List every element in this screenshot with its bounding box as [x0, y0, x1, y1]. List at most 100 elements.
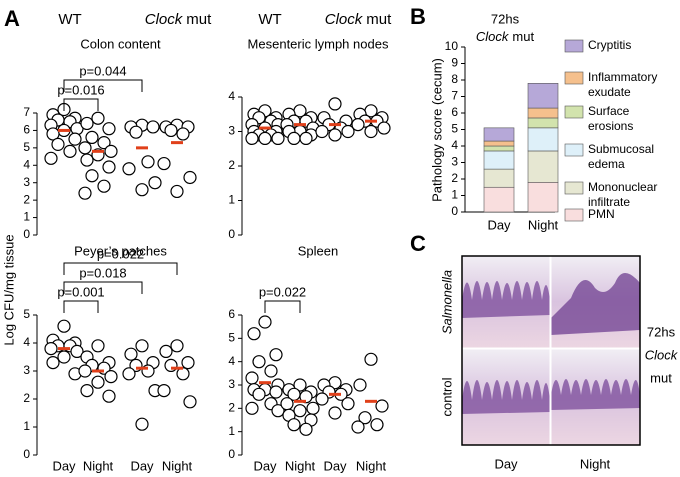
y-tick-label: 5	[23, 140, 30, 154]
data-point	[299, 422, 313, 436]
column-header: WT	[258, 11, 281, 28]
bar-segment	[483, 150, 515, 170]
data-point	[315, 124, 329, 139]
y-tick-label: 10	[445, 39, 459, 53]
data-point	[159, 344, 173, 358]
data-point	[258, 315, 272, 329]
data-point	[51, 137, 65, 151]
data-point	[124, 347, 138, 361]
data-point	[341, 397, 355, 411]
data-point	[328, 406, 342, 420]
y-tick-label: 7	[451, 89, 458, 103]
y-tick-label: 2	[23, 391, 30, 405]
data-point	[328, 97, 342, 111]
bar-segment	[483, 168, 515, 188]
y-tick-label: 4	[228, 89, 235, 103]
data-point	[287, 131, 301, 145]
p-value: p=0.044	[79, 63, 126, 78]
legend-label: Inflammatory exudate	[588, 70, 658, 99]
side-label: mut	[650, 370, 672, 385]
histology-grid	[461, 255, 641, 446]
data-point	[364, 352, 378, 366]
y-tick-label: 4	[228, 354, 235, 368]
data-point	[80, 384, 94, 398]
data-point	[245, 401, 259, 415]
data-point	[287, 418, 301, 432]
data-point	[252, 355, 266, 369]
data-point	[353, 378, 367, 392]
side-label: Clock	[645, 347, 679, 362]
x-tick-label: Night	[528, 217, 559, 232]
legend-swatch	[564, 143, 584, 157]
header-suffix: mut	[186, 11, 212, 28]
data-point	[146, 120, 160, 134]
title-italic: Clock	[476, 29, 510, 44]
data-point	[264, 364, 278, 378]
data-point	[157, 384, 171, 398]
data-point	[271, 404, 285, 418]
tissue-villi	[462, 380, 550, 414]
data-point	[85, 169, 99, 183]
data-point	[46, 356, 60, 370]
x-tick-label: Night	[162, 458, 193, 473]
column-header: Clock mut	[145, 11, 212, 28]
y-tick-label: 2	[228, 158, 235, 172]
y-tick-label: 3	[23, 363, 30, 377]
data-point	[91, 375, 105, 389]
bar-segment	[483, 127, 515, 142]
y-tick-label: 1	[23, 419, 30, 433]
data-point	[245, 371, 259, 385]
y-tick-label: 6	[228, 307, 235, 321]
chart-title: Colon content	[80, 36, 161, 51]
chart-title: Spleen	[298, 243, 338, 258]
y-tick-label: 1	[228, 424, 235, 438]
legend-label: Submucosal edema	[588, 142, 655, 171]
data-point	[102, 122, 116, 136]
data-point	[280, 397, 294, 411]
data-point	[351, 420, 365, 434]
data-point	[269, 348, 283, 362]
data-point	[181, 356, 195, 370]
chart-title: Peyer’s patches	[74, 243, 167, 258]
p-value: p=0.022	[259, 284, 306, 299]
y-axis-label: Pathology score (cecum)	[429, 58, 444, 202]
data-point	[148, 176, 162, 190]
p-value: p=0.001	[57, 284, 104, 299]
data-point	[299, 131, 313, 145]
y-tick-label: 4	[451, 138, 458, 152]
legend-swatch	[564, 71, 584, 85]
y-tick-label: 5	[451, 122, 458, 136]
data-point	[85, 130, 99, 144]
data-point	[97, 136, 111, 150]
column-header: WT	[58, 11, 81, 28]
data-point	[157, 156, 171, 171]
row-label: control	[439, 377, 454, 416]
significance-bracket	[63, 98, 99, 111]
data-point	[252, 387, 266, 401]
data-point	[129, 125, 143, 139]
side-label: 72hs	[647, 324, 676, 339]
bar-segment	[527, 117, 559, 129]
y-tick-label: 4	[23, 335, 30, 349]
data-point	[80, 116, 94, 131]
legend-swatch	[564, 39, 584, 53]
x-tick-label: Day	[253, 458, 277, 473]
data-point	[358, 411, 372, 425]
data-point	[122, 162, 136, 176]
y-tick-label: 5	[228, 331, 235, 345]
column-header: Clock mut	[325, 11, 392, 28]
x-tick-label: Night	[285, 458, 316, 473]
data-point	[247, 327, 261, 341]
data-point	[57, 350, 71, 364]
significance-bracket	[63, 262, 178, 275]
bar-segment	[483, 145, 515, 152]
data-point	[245, 131, 259, 145]
data-point	[183, 395, 197, 409]
y-tick-label: 1	[228, 193, 235, 207]
data-point	[135, 183, 149, 197]
y-tick-label: 4	[23, 157, 30, 171]
data-point	[341, 124, 355, 139]
column-label: Day	[494, 456, 518, 471]
data-point	[135, 339, 149, 353]
